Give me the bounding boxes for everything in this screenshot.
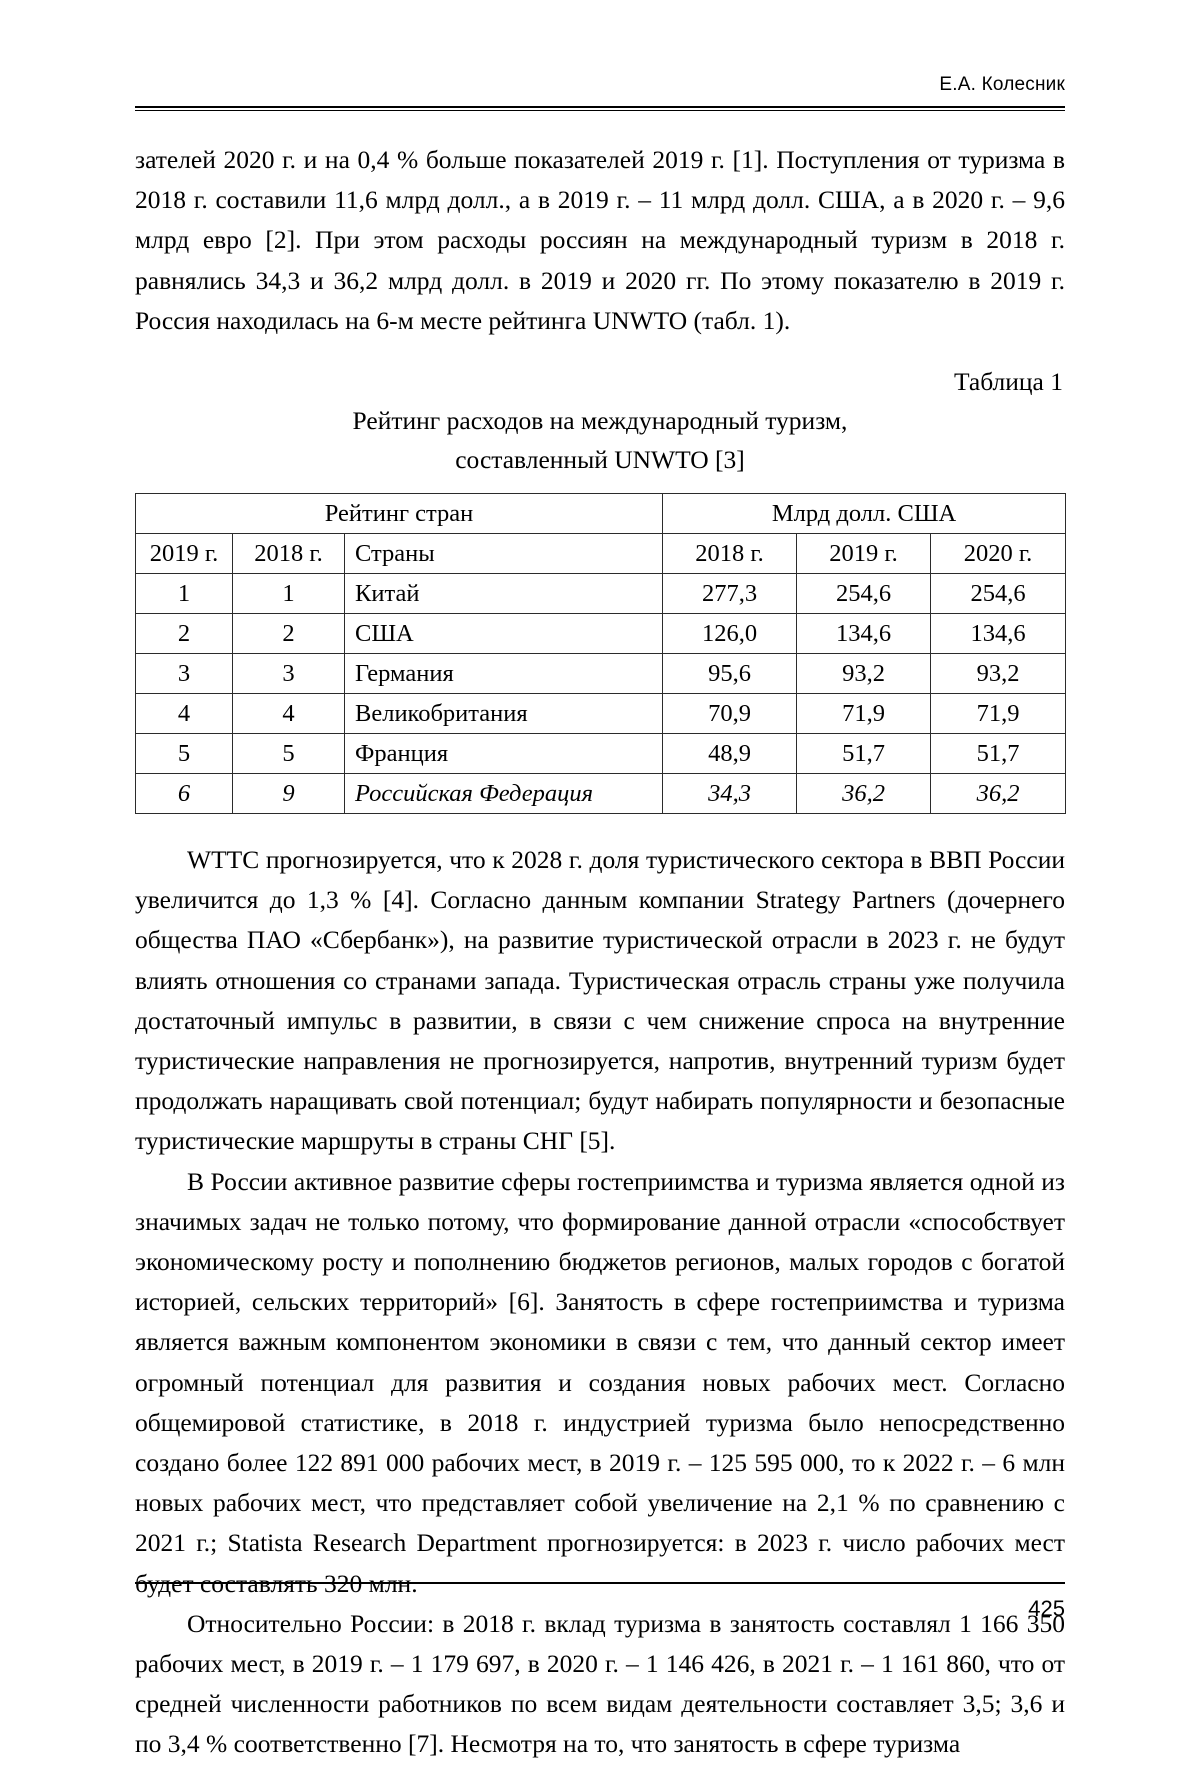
running-head: Е.А. Колесник — [939, 74, 1065, 95]
cell-rank-2019: 2 — [135, 613, 233, 655]
column-header-rank-2018: 2018 г. — [232, 533, 345, 575]
cell-value-2020: 254,6 — [930, 573, 1067, 615]
paragraph-2: WTTC прогнозируется, что к 2028 г. доля … — [135, 845, 1065, 1156]
cell-value-2019: 36,2 — [796, 773, 932, 815]
cell-country: Российская Федерация — [343, 773, 664, 815]
cell-rank-2018: 9 — [232, 773, 345, 815]
cell-value-2019: 254,6 — [796, 573, 932, 615]
table-row-russian-federation: 6 9 Российская Федерация 34,3 36,2 36,2 — [135, 773, 1067, 815]
table-column-header-row: 2019 г. 2018 г. Страны 2018 г. 2019 г. 2… — [135, 533, 1067, 575]
table-row: 2 2 США 126,0 134,6 134,6 — [135, 613, 1067, 655]
group-header-billions: Млрд долл. США — [662, 493, 1067, 535]
cell-value-2018: 34,3 — [662, 773, 798, 815]
column-header-value-2019: 2019 г. — [796, 533, 932, 575]
cell-value-2018: 70,9 — [662, 693, 798, 735]
column-header-value-2020: 2020 г. — [930, 533, 1067, 575]
cell-value-2019: 134,6 — [796, 613, 932, 655]
cell-rank-2019: 5 — [135, 733, 233, 775]
table-number-label: Таблица 1 — [953, 367, 1063, 397]
spacer — [135, 814, 1065, 840]
cell-value-2019: 51,7 — [796, 733, 932, 775]
cell-rank-2018: 4 — [232, 693, 345, 735]
table-row: 3 3 Германия 95,6 93,2 93,2 — [135, 653, 1067, 695]
running-head-rule — [135, 106, 1065, 111]
group-header-ranking: Рейтинг стран — [134, 493, 664, 535]
cell-value-2020: 71,9 — [930, 693, 1067, 735]
cell-value-2020: 51,7 — [930, 733, 1067, 775]
page-number: 425 — [1028, 1596, 1065, 1621]
cell-rank-2019: 6 — [135, 773, 233, 815]
table-row: 4 4 Великобритания 70,9 71,9 71,9 — [135, 693, 1067, 735]
cell-value-2020: 134,6 — [930, 613, 1067, 655]
table-title-line-1: Рейтинг расходов на международный туризм… — [352, 406, 848, 436]
cell-country: Великобритания — [343, 693, 664, 735]
table-row: 5 5 Франция 48,9 51,7 51,7 — [135, 733, 1067, 775]
cell-value-2018: 126,0 — [662, 613, 798, 655]
cell-rank-2019: 4 — [135, 693, 233, 735]
table-title-line-2: составленный UNWTO [3] — [455, 445, 745, 475]
cell-value-2020: 93,2 — [930, 653, 1067, 695]
cell-rank-2018: 1 — [232, 573, 345, 615]
column-header-countries: Страны — [343, 533, 664, 575]
paragraph-4: Относительно России: в 2018 г. вклад тур… — [135, 1608, 1065, 1759]
paragraph-1: зателей 2020 г. и на 0,4 % больше показа… — [135, 145, 1065, 335]
cell-value-2018: 277,3 — [662, 573, 798, 615]
cell-value-2020: 36,2 — [930, 773, 1067, 815]
cell-value-2018: 48,9 — [662, 733, 798, 775]
cell-rank-2018: 2 — [232, 613, 345, 655]
footer-rule — [135, 1582, 1065, 1584]
cell-value-2019: 71,9 — [796, 693, 932, 735]
table-row: 1 1 Китай 277,3 254,6 254,6 — [135, 573, 1067, 615]
cell-value-2019: 93,2 — [796, 653, 932, 695]
cell-country: Германия — [343, 653, 664, 695]
cell-rank-2019: 3 — [135, 653, 233, 695]
unwto-ranking-table: Рейтинг стран Млрд долл. США 2019 г. 201… — [134, 493, 1067, 815]
cell-rank-2018: 5 — [232, 733, 345, 775]
paragraph-3: В России активное развитие сферы гостепр… — [135, 1166, 1065, 1598]
cell-rank-2018: 3 — [232, 653, 345, 695]
spacer — [135, 341, 1065, 363]
document-page: Е.А. Колесник зателей 2020 г. и на 0,4 %… — [134, 74, 1067, 1758]
cell-value-2018: 95,6 — [662, 653, 798, 695]
cell-country: США — [343, 613, 664, 655]
column-header-value-2018: 2018 г. — [662, 533, 798, 575]
table-group-header-row: Рейтинг стран Млрд долл. США — [134, 493, 1067, 535]
cell-country: Франция — [343, 733, 664, 775]
cell-rank-2019: 1 — [135, 573, 233, 615]
page-content: зателей 2020 г. и на 0,4 % больше показа… — [134, 140, 1067, 1765]
column-header-rank-2019: 2019 г. — [135, 533, 233, 575]
cell-country: Китай — [343, 573, 664, 615]
